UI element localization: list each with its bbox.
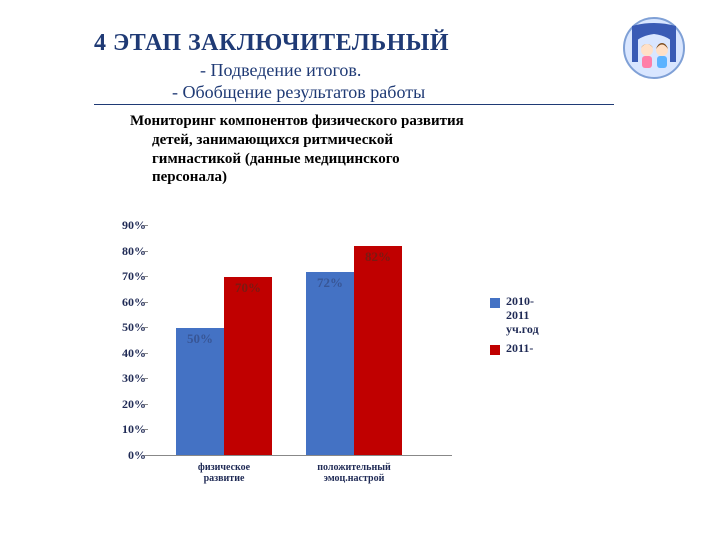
y-tick-mark <box>144 404 148 405</box>
bar-value-label: 72% <box>306 275 354 291</box>
caption-line-1: Мониторинг компонентов физического разви… <box>130 113 464 129</box>
y-tick-mark <box>144 251 148 252</box>
title-underline <box>94 104 614 105</box>
bar-chart: 0% 10% 20% 30% 40% 50% 60% 70% 80% 90% 50% 70% 72%82… <box>100 200 520 500</box>
x-axis <box>148 455 452 456</box>
y-tick-mark <box>144 327 148 328</box>
slide: 4 ЭТАП ЗАКЛЮЧИТЕЛЬНЫЙ - Подведение итого… <box>0 0 720 540</box>
legend-swatch <box>490 345 500 355</box>
legend: 2010-2011уч.год 2011- <box>490 295 558 362</box>
bar: 82% <box>354 246 402 456</box>
caption-line-4: персонала) <box>130 168 480 187</box>
caption-line-3: гимнастикой (данные медицинского <box>130 150 480 169</box>
y-tick-mark <box>144 378 148 379</box>
bar: 70% <box>224 277 272 456</box>
page-title: 4 ЭТАП ЗАКЛЮЧИТЕЛЬНЫЙ <box>94 30 449 57</box>
legend-item: 2010-2011уч.год <box>490 295 558 336</box>
bar: 72% <box>306 272 354 456</box>
y-tick-label: 80% <box>106 244 146 259</box>
y-tick-mark <box>144 225 148 226</box>
y-tick-label: 50% <box>106 320 146 335</box>
y-tick-label: 0% <box>106 448 146 463</box>
caption-line-2: детей, занимающихся ритмической <box>130 131 480 150</box>
subtitle-line-2: - Обобщение результатов работы <box>172 82 425 103</box>
chart-caption: Мониторинг компонентов физического разви… <box>130 112 480 187</box>
y-tick-mark <box>144 429 148 430</box>
y-tick-label: 60% <box>106 295 146 310</box>
y-tick-mark <box>144 276 148 277</box>
legend-item: 2011- <box>490 342 558 356</box>
bar-value-label: 50% <box>176 331 224 347</box>
y-tick-label: 90% <box>106 218 146 233</box>
category-label: положительныйэмоц.настрой <box>294 462 414 484</box>
legend-swatch <box>490 298 500 308</box>
y-tick-mark <box>144 302 148 303</box>
y-tick-label: 40% <box>106 346 146 361</box>
y-tick-mark <box>144 353 148 354</box>
y-tick-label: 20% <box>106 397 146 412</box>
bar-value-label: 82% <box>354 249 402 265</box>
y-tick-label: 30% <box>106 371 146 386</box>
subtitle-line-1: - Подведение итогов. <box>200 60 361 81</box>
y-tick-label: 70% <box>106 269 146 284</box>
plot-area: 0%10%20%30%40%50%60%70%80%90%50%70%72%82… <box>148 226 452 456</box>
legend-label: 2011- <box>506 342 558 356</box>
category-label: физическоеразвитие <box>164 462 284 484</box>
legend-label: 2010-2011уч.год <box>506 295 558 336</box>
bar: 50% <box>176 328 224 456</box>
y-tick-label: 10% <box>106 422 146 437</box>
bar-value-label: 70% <box>224 280 272 296</box>
children-decor-icon <box>622 16 686 80</box>
category-labels: физическоеразвитие положительныйэмоц.наст… <box>148 460 452 500</box>
